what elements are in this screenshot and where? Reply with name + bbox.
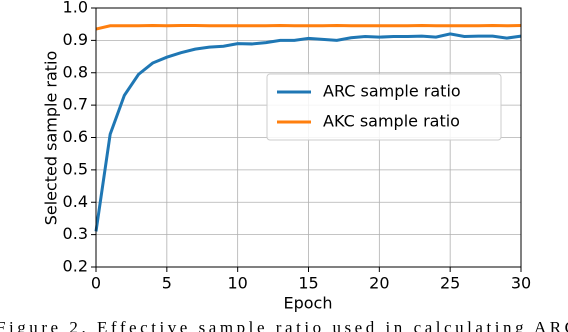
x-tick-label: 20 <box>369 274 389 293</box>
x-tick-label: 30 <box>511 274 531 293</box>
x-tick-label: 5 <box>162 274 172 293</box>
y-tick-label: 1.0 <box>63 0 88 17</box>
x-tick-label: 15 <box>298 274 318 293</box>
y-axis-label: Selected sample ratio <box>42 51 61 226</box>
legend-label: ARC sample ratio <box>323 82 461 101</box>
y-tick-label: 0.6 <box>63 127 88 146</box>
y-tick-label: 0.7 <box>63 95 88 114</box>
x-tick-label: 10 <box>227 274 247 293</box>
y-tick-label: 0.4 <box>63 192 88 211</box>
legend-box <box>266 73 502 141</box>
x-axis-label: Epoch <box>284 294 333 313</box>
y-tick-label: 0.2 <box>63 257 88 276</box>
y-tick-label: 0.8 <box>63 62 88 81</box>
caption: Figure 2. Effective sample ratio used in… <box>0 318 568 332</box>
legend-label: AKC sample ratio <box>323 112 460 131</box>
data-line <box>94 32 522 232</box>
y-tick-label: 0.3 <box>63 224 88 243</box>
y-tick-label: 0.5 <box>63 159 88 178</box>
y-tick-label: 0.9 <box>63 30 88 49</box>
data-line <box>95 23 522 31</box>
x-tick-label: 25 <box>440 274 460 293</box>
x-tick-label: 0 <box>91 274 101 293</box>
plot-frame <box>95 7 522 268</box>
